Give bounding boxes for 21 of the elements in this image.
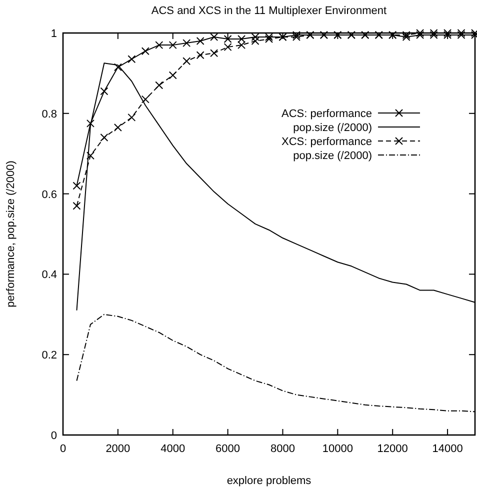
y-tick-label: 0.2 — [42, 350, 57, 362]
x-tick-label: 12000 — [377, 443, 408, 455]
x-tick-label: 10000 — [322, 443, 353, 455]
legend-label: ACS: performance — [282, 108, 372, 120]
y-tick-label: 1 — [50, 28, 57, 40]
y-tick-label: 0 — [50, 430, 57, 442]
chart-title: ACS and XCS in the 11 Multiplexer Environment — [151, 5, 387, 17]
legend-label: XCS: performance — [282, 136, 372, 148]
x-tick-label: 14000 — [432, 443, 463, 455]
legend-label: pop.size (/2000) — [293, 150, 372, 162]
x-tick-label: 6000 — [216, 443, 240, 455]
x-tick-label: 4000 — [160, 443, 186, 455]
y-tick-label: 0.6 — [42, 188, 57, 201]
x-axis-title: explore problems — [226, 475, 312, 487]
legend-label: pop.size (/2000) — [293, 122, 372, 134]
x-tick-label: 0 — [60, 443, 66, 455]
y-tick-label: 0.4 — [42, 269, 57, 282]
y-axis-title: performance, pop.size (/2000) — [5, 160, 17, 308]
y-tick-label: 0.8 — [42, 108, 57, 120]
x-tick-label: 8000 — [270, 443, 295, 455]
x-tick-label: 2000 — [106, 443, 130, 455]
